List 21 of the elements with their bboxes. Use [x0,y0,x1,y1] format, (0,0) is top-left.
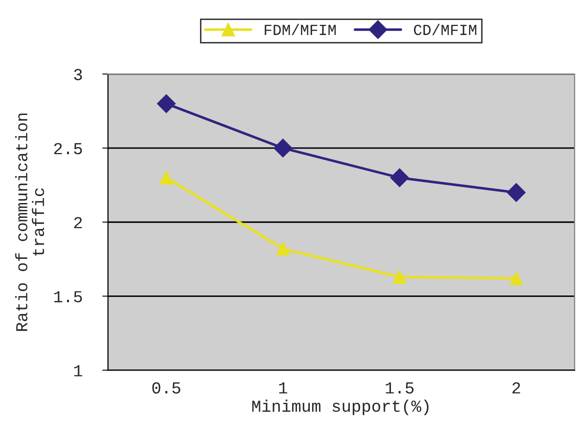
point [160,170,174,184]
x-tick-label: 0.5 [152,382,180,394]
y-tick-label: 2 [74,217,82,228]
y-tick-label: 2.5 [54,142,82,154]
point [156,94,176,114]
y-tick-label: 1.5 [54,291,82,302]
y-tick-label: 1 [74,365,82,376]
x-tick-label: 1 [279,382,288,394]
y-axis-title: Ratio of communication traffic [15,114,44,331]
legend-label: FDM/MFIM [264,24,336,36]
x-axis-title: Minimum support(%) [252,400,428,416]
x-tick-label: 2 [512,382,520,394]
point [390,168,409,188]
point [509,272,524,286]
point [392,270,406,284]
y-tick-label: 3 [74,68,82,80]
point [506,183,526,202]
legend-label: CD/MFIM [414,24,476,36]
point [276,242,290,256]
point [274,138,292,158]
x-tick-label: 1.5 [386,382,414,394]
